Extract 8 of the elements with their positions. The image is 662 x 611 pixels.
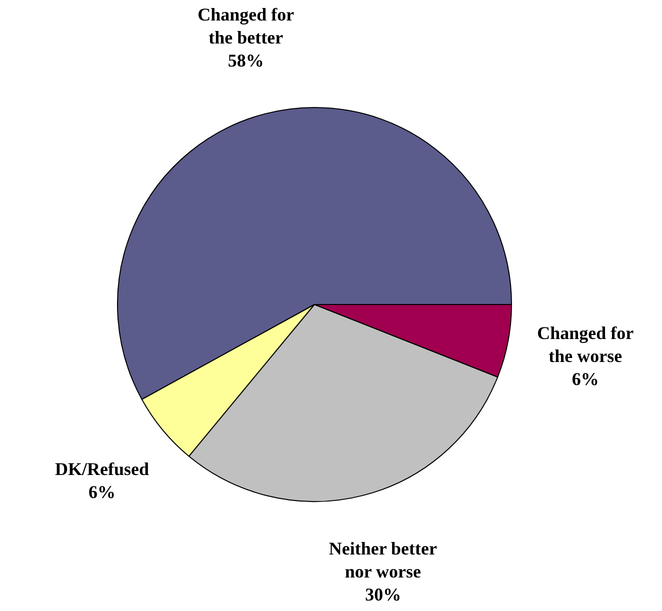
data-label: 6% [572,369,599,390]
data-label: 6% [88,482,116,502]
data-label: 58% [228,50,264,70]
slice-label: Changed for the worse [537,323,634,366]
data-label: 30% [365,584,402,605]
slice-label: Neither better nor worse [328,538,437,582]
slice-label: DK/Refused [54,458,149,479]
slice-label: Changed for the better [198,4,294,48]
